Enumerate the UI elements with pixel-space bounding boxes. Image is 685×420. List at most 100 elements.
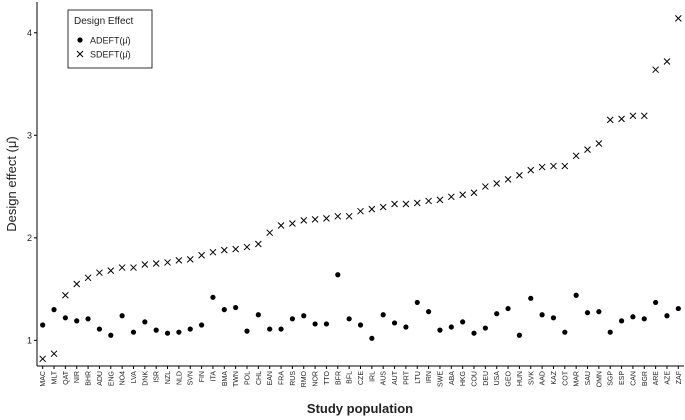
point xyxy=(357,322,364,328)
x-tick-label: RMO xyxy=(301,370,308,387)
x-tick-label: NIR xyxy=(74,371,81,383)
point xyxy=(74,318,80,324)
x-tick-label: NOR xyxy=(313,371,320,387)
point xyxy=(618,318,625,324)
point xyxy=(312,321,318,327)
point xyxy=(482,325,488,331)
point xyxy=(606,116,614,124)
x-tick-label: BHR xyxy=(86,371,93,386)
point xyxy=(50,350,58,358)
point xyxy=(278,326,284,332)
x-tick-label: PRT xyxy=(403,370,410,385)
point xyxy=(607,329,613,335)
point xyxy=(674,15,682,22)
x-tick-label: HUN xyxy=(517,371,524,386)
legend-title: Design Effect xyxy=(74,16,134,27)
point xyxy=(664,313,670,319)
point xyxy=(640,112,648,120)
point xyxy=(641,316,647,322)
x-tick-label: FIN xyxy=(199,371,206,382)
point xyxy=(289,220,296,227)
point xyxy=(96,269,103,277)
point xyxy=(221,307,227,313)
point xyxy=(459,191,467,199)
point xyxy=(595,140,603,147)
x-tick-label: TTO xyxy=(324,370,331,384)
point xyxy=(414,299,420,306)
x-tick-label: CZE xyxy=(358,371,365,385)
point xyxy=(391,320,398,326)
x-tick-label: HKG xyxy=(460,371,467,386)
point xyxy=(402,200,410,208)
point xyxy=(573,292,579,298)
point xyxy=(357,207,364,215)
point xyxy=(164,330,171,336)
point xyxy=(550,315,557,321)
x-tick-label: ABA xyxy=(449,371,456,385)
point xyxy=(504,176,512,183)
point xyxy=(334,212,342,220)
point xyxy=(528,295,534,301)
legend-marker xyxy=(77,37,83,43)
point xyxy=(84,274,92,282)
point xyxy=(311,216,319,223)
x-tick-label: SAU xyxy=(585,371,592,385)
point xyxy=(175,257,183,264)
point xyxy=(471,330,477,336)
point xyxy=(562,329,568,335)
point xyxy=(153,327,159,333)
x-tick-label: SVN xyxy=(188,371,195,385)
x-tick-label: AUT xyxy=(392,370,399,385)
point xyxy=(494,311,500,317)
x-tick-label: DNK xyxy=(142,371,149,386)
point xyxy=(243,243,251,251)
point xyxy=(220,246,228,254)
point xyxy=(301,313,307,319)
x-tick-label: IRN xyxy=(426,371,433,383)
point xyxy=(346,316,352,322)
point xyxy=(516,171,523,179)
point xyxy=(233,304,239,311)
point xyxy=(130,264,137,271)
x-tick-label: LVA xyxy=(131,371,138,384)
point xyxy=(516,332,523,338)
point xyxy=(470,189,478,197)
point xyxy=(186,256,194,263)
point xyxy=(629,112,637,120)
x-tick-label: ENG xyxy=(108,371,115,386)
x-tick-label: KAZ xyxy=(551,370,558,384)
point xyxy=(141,261,149,268)
point xyxy=(187,326,193,332)
point xyxy=(198,251,205,259)
point xyxy=(653,299,659,306)
point xyxy=(244,328,250,334)
x-tick-label: BMA xyxy=(222,371,229,387)
point xyxy=(345,212,353,220)
point xyxy=(584,310,591,316)
x-tick-label: DEU xyxy=(483,371,490,386)
point xyxy=(538,163,546,171)
point xyxy=(380,312,386,318)
point xyxy=(675,305,681,312)
x-tick-label: SVK xyxy=(528,371,535,385)
point xyxy=(618,115,625,123)
point xyxy=(368,205,376,213)
x-tick-label: SWE xyxy=(437,371,444,387)
x-tick-label: LTU xyxy=(415,371,422,384)
point xyxy=(403,324,409,330)
x-tick-label: OMN xyxy=(596,371,603,387)
point xyxy=(561,162,569,170)
point xyxy=(323,214,330,222)
y-axis-title: Design effect (μ̂) xyxy=(4,136,19,231)
point xyxy=(255,312,261,318)
x-tick-label: ADU xyxy=(97,371,104,386)
x-tick-label: ITA xyxy=(210,371,217,382)
point xyxy=(152,260,160,267)
point xyxy=(652,66,659,74)
x-tick-label: BFR xyxy=(335,371,342,385)
x-tick-label: AUS xyxy=(381,371,388,386)
point xyxy=(391,200,398,208)
x-tick-label: ESP xyxy=(619,371,626,385)
